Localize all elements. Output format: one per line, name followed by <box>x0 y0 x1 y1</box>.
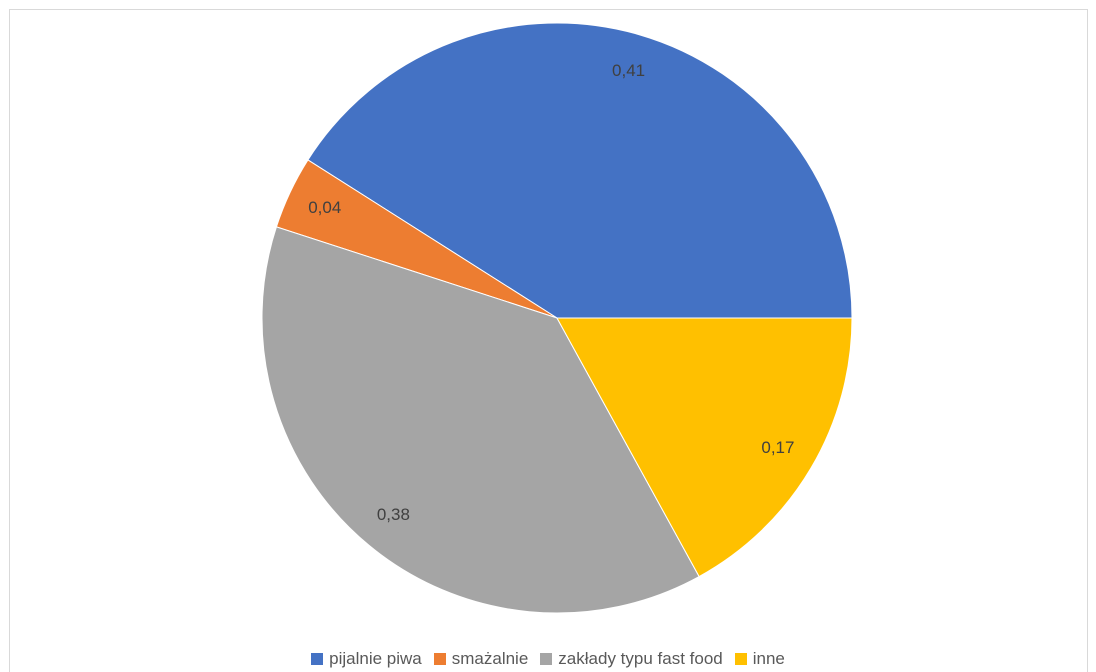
data-label: 0,38 <box>377 505 410 524</box>
slice-fast-food <box>261 226 700 614</box>
slice-pijalnie-piwa <box>307 22 853 319</box>
legend-label: zakłady typu fast food <box>558 649 723 668</box>
legend-swatch <box>734 653 747 665</box>
legend-swatch <box>540 653 553 665</box>
legend-swatch <box>311 653 324 665</box>
legend-item-pijalnie-piwa: pijalnie piwa <box>311 649 422 669</box>
legend-label: inne <box>752 649 785 668</box>
legend-label: pijalnie piwa <box>329 649 422 668</box>
data-label: 0,17 <box>761 438 794 457</box>
legend-item-smazalnie: smażalnie <box>433 649 529 669</box>
legend-swatch <box>433 653 446 665</box>
data-label: 0,41 <box>612 61 645 80</box>
data-label: 0,04 <box>308 198 341 217</box>
legend-item-inne: inne <box>734 649 785 669</box>
legend: pijalnie piwa smażalnie zakłady typu fas… <box>0 647 1096 671</box>
legend-item-fast-food: zakłady typu fast food <box>540 649 723 669</box>
legend-label: smażalnie <box>451 649 529 668</box>
slice-inne <box>556 317 853 578</box>
